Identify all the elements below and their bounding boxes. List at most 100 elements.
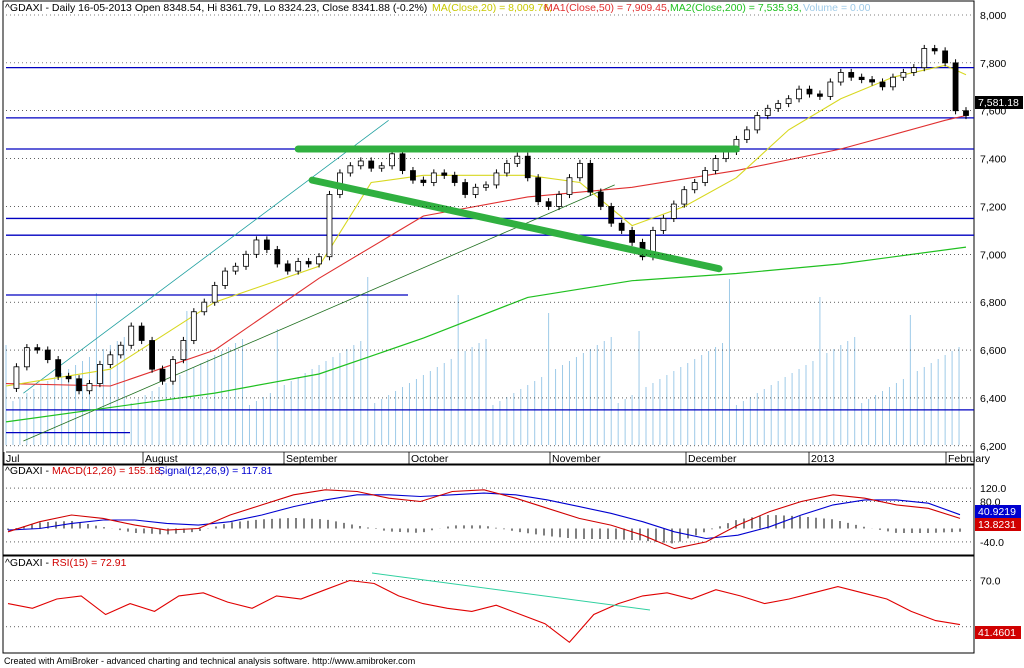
candle-body [326, 194, 333, 258]
candle-body [55, 359, 62, 377]
candle-body [566, 177, 573, 195]
x-tick-label: August [145, 453, 178, 465]
macd-pane-frame [2, 464, 975, 556]
x-tick-label: September [286, 453, 338, 465]
header-volume: Volume = 0.00 [803, 2, 871, 14]
channel-line-upper [23, 119, 389, 394]
candle-body [86, 383, 93, 392]
candle-body [587, 162, 594, 193]
candle-body [284, 263, 291, 272]
candle-body [608, 206, 615, 224]
candle-body [524, 155, 531, 179]
x-tick-label: November [552, 453, 601, 465]
macd-y-tick: 120.0 [980, 483, 1006, 495]
candle-body [180, 340, 187, 361]
candle-body [921, 48, 928, 69]
candle-body [743, 129, 750, 140]
candle-body [577, 162, 583, 179]
rsi-value-tag-label: 41.4601 [978, 627, 1016, 639]
candle-body [316, 256, 322, 265]
ma20-line [5, 64, 967, 387]
candle-body [243, 253, 249, 267]
header-ma20: MA(Close,20) = 8,009.76, [432, 2, 552, 14]
y-tick-label: 7,200 [980, 201, 1006, 213]
candle-body [806, 88, 813, 95]
y-tick-label: 7,800 [980, 58, 1006, 70]
last-price-label: 7,581.18 [978, 97, 1019, 109]
candle-body [389, 153, 395, 167]
candle-body [869, 79, 875, 83]
x-tick-label: October [411, 453, 449, 465]
candle-body [295, 261, 302, 272]
candle-body [23, 347, 30, 368]
macd-value-tag [975, 518, 1021, 531]
candle-body [545, 201, 552, 207]
footer-credit: Created with AmiBroker - advanced charti… [4, 656, 416, 666]
candle-body [483, 184, 489, 188]
candle-body [451, 174, 458, 183]
candle-body [848, 72, 855, 78]
x-tick-label: December [688, 453, 737, 465]
candle-body [128, 325, 135, 346]
macd-value-tag-label: 13.8231 [978, 519, 1016, 531]
candle-body [931, 48, 938, 52]
header-symbol: ^GDAXI - Daily 16-05-2013 Open 8348.54, … [5, 2, 427, 14]
macd-y-tick: -40.0 [980, 537, 1004, 549]
candle-body [597, 191, 604, 207]
candle-body [410, 170, 416, 181]
candle-body [107, 354, 114, 365]
candle-body [399, 153, 406, 171]
candle-body [702, 170, 709, 183]
candle-body [462, 182, 469, 195]
macd-signal-tag [975, 505, 1021, 518]
y-tick-label: 6,600 [980, 345, 1006, 357]
candle-body [775, 103, 782, 109]
header-ma200: MA2(Close,200) = 7,535.93, [670, 2, 802, 14]
candle-body [910, 67, 917, 73]
candle-body [368, 160, 375, 169]
rsi-title-symbol: ^GDAXI - [5, 557, 50, 569]
candle-body [556, 194, 562, 207]
green-descending-band [308, 176, 723, 273]
x-tick-label: Jul [6, 453, 19, 465]
candle-body [764, 107, 771, 116]
candle-body [149, 340, 155, 370]
candle-body [890, 76, 896, 88]
rsi-divergence-line [371, 572, 651, 611]
candle-body [785, 98, 792, 104]
candle-body [535, 177, 542, 203]
candle-body [660, 218, 667, 231]
candle-body [138, 325, 145, 341]
candle-body [827, 81, 834, 97]
y-tick-label: 6,200 [980, 441, 1006, 453]
candle-body [712, 158, 719, 171]
ma50-line [5, 114, 967, 387]
candle-body [858, 76, 865, 81]
rsi-y-tick: 70.0 [980, 575, 1001, 587]
candle-body [817, 93, 823, 97]
candle-body [493, 172, 500, 186]
candle-body [629, 229, 635, 243]
x-tick-label: February [948, 453, 991, 465]
candle-body [97, 364, 103, 384]
rsi-value-tag [975, 626, 1021, 639]
candle-body [837, 72, 844, 83]
candle-body [274, 249, 281, 265]
y-tick-label: 6,400 [980, 393, 1006, 405]
rsi-title-rsi: RSI(15) = 72.91 [52, 557, 127, 569]
candle-body [190, 311, 197, 341]
candle-body [503, 162, 510, 174]
candle-body [76, 378, 82, 392]
candle-body [201, 301, 208, 313]
macd-title-macd: MACD(12,26) = 155.18, [52, 465, 163, 477]
candle-body [347, 165, 354, 174]
candle-body [618, 222, 625, 231]
candle-body [420, 179, 427, 183]
y-tick-label: 8,000 [980, 10, 1006, 22]
ma200-line [5, 246, 967, 423]
candle-body [942, 50, 949, 64]
candle-body [253, 239, 260, 255]
candle-body [754, 115, 761, 131]
macd-title-signal: Signal(12,26,9) = 117.81 [158, 465, 273, 477]
